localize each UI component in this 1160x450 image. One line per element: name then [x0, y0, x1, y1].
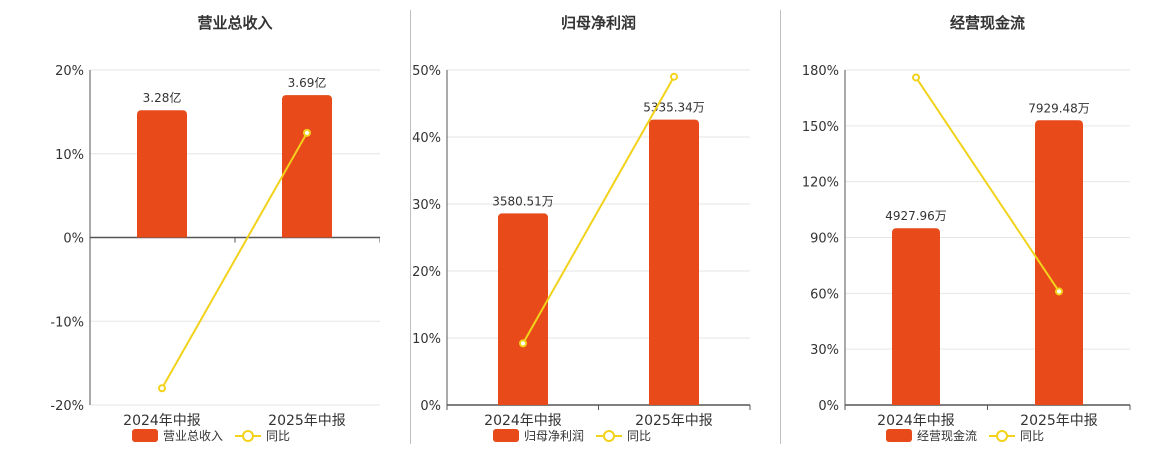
bar-base	[282, 231, 332, 238]
yoy-point	[303, 128, 311, 137]
legend-line-marker	[996, 430, 1008, 442]
x-category-label: 2024年中报	[123, 413, 201, 429]
bar	[137, 110, 187, 238]
x-category-label: 2024年中报	[484, 413, 562, 429]
y-tick-label: 20%	[55, 64, 84, 79]
bar-base	[892, 399, 940, 405]
bar	[649, 119, 699, 405]
yoy-line	[915, 76, 1060, 293]
yoy-point	[670, 72, 678, 81]
y-tick-label: 0%	[818, 399, 839, 414]
chart-operating-cashflow: 经营现金流 180% 150% 120% 90% 60% 30% 0% 4927.96万 7929…	[802, 14, 1131, 443]
chart-title: 经营现金流	[950, 14, 1025, 32]
legend-line-label: 同比	[266, 429, 290, 443]
y-tick-label: 60%	[810, 287, 839, 302]
y-tick-label: 50%	[412, 64, 441, 79]
chart-title: 营业总收入	[197, 14, 272, 32]
divider-2	[780, 10, 781, 444]
yoy-line	[161, 132, 308, 389]
y-tick-label: 10%	[55, 148, 84, 163]
bar-base	[649, 399, 699, 405]
legend-bar-swatch	[886, 429, 912, 442]
x-category-label: 2024年中报	[877, 413, 955, 429]
legend-line-marker	[603, 430, 615, 442]
y-tick-label: 0%	[63, 232, 84, 247]
legend-line-label: 同比	[1020, 429, 1044, 443]
divider-1	[410, 10, 411, 444]
y-tick-label: 30%	[810, 343, 839, 358]
yoy-line	[522, 76, 675, 344]
chart-net-profit: 归母净利润 50% 40% 30% 20% 10% 0% 3580.51万 5335.34万 20…	[412, 14, 751, 443]
bar-value-label: 5335.34万	[643, 101, 705, 115]
yoy-point	[912, 73, 920, 82]
chart-revenue: 营业总收入 20% 10% 0% -10% -20% 3.28亿 3.69亿 2024年中报 20…	[50, 14, 380, 443]
bar-base	[137, 231, 187, 238]
bar	[498, 213, 548, 405]
yoy-point	[1055, 287, 1063, 296]
y-tick-label: -20%	[50, 399, 84, 414]
bar-base	[1035, 399, 1083, 405]
legend-line-label: 同比	[627, 429, 651, 443]
legend-bar-swatch	[132, 429, 158, 442]
bar-value-label: 3.28亿	[143, 90, 182, 105]
y-tick-label: -10%	[50, 315, 84, 330]
x-category-label: 2025年中报	[1020, 413, 1098, 429]
bar	[892, 228, 940, 405]
chart-title: 归母净利润	[561, 14, 636, 32]
bar-value-label: 4927.96万	[885, 209, 947, 223]
y-tick-label: 180%	[802, 64, 839, 79]
x-category-label: 2025年中报	[635, 413, 713, 429]
bar-base	[498, 399, 548, 405]
yoy-point	[158, 384, 166, 393]
y-tick-label: 90%	[810, 232, 839, 247]
y-tick-label: 120%	[802, 176, 839, 191]
y-tick-label: 150%	[802, 120, 839, 135]
y-tick-label: 30%	[412, 198, 441, 213]
legend-bar-label: 经营现金流	[917, 428, 977, 443]
bar	[282, 95, 332, 238]
y-tick-label: 20%	[412, 265, 441, 280]
legend-bar-label: 归母净利润	[524, 429, 584, 443]
bar-value-label: 3.69亿	[288, 75, 327, 90]
x-category-label: 2025年中报	[268, 413, 346, 429]
legend-line-marker	[242, 430, 254, 442]
y-tick-label: 40%	[412, 131, 441, 146]
bar-value-label: 3580.51万	[492, 194, 554, 208]
y-tick-label: 10%	[412, 332, 441, 347]
y-tick-label: 0%	[420, 399, 441, 414]
legend-bar-swatch	[493, 429, 519, 442]
legend-bar-label: 营业总收入	[163, 429, 223, 443]
yoy-point	[519, 339, 527, 348]
bar	[1035, 120, 1083, 405]
bar-value-label: 7929.48万	[1028, 101, 1090, 115]
